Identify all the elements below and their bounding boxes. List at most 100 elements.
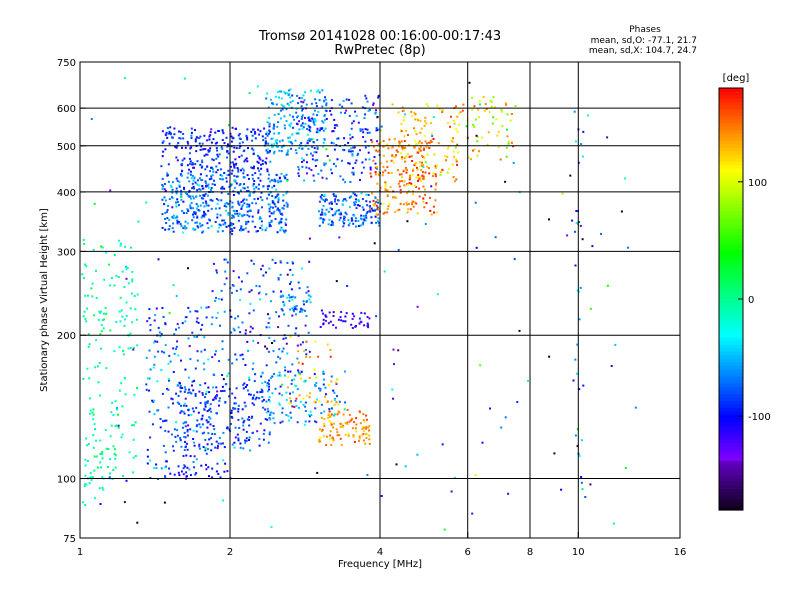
- echo-point: [281, 213, 284, 216]
- echo-point: [335, 124, 338, 127]
- echo-point: [230, 217, 233, 219]
- echo-point: [351, 154, 354, 157]
- echo-point: [266, 134, 269, 137]
- echo-point: [215, 470, 218, 473]
- echo-point: [114, 466, 117, 469]
- echo-point: [82, 501, 84, 504]
- echo-point: [248, 290, 251, 293]
- echo-point: [279, 212, 282, 215]
- echo-point: [330, 201, 333, 204]
- echo-point: [260, 375, 263, 378]
- echo-point: [134, 455, 137, 457]
- echo-point: [266, 185, 269, 188]
- echo-point: [206, 426, 209, 429]
- colorbar-segment: [719, 334, 743, 339]
- echo-point: [177, 326, 180, 329]
- colorbar-segment: [719, 506, 743, 511]
- echo-point: [329, 320, 332, 323]
- x-tick-label: 4: [377, 547, 383, 558]
- echo-point: [305, 153, 308, 156]
- echo-point: [362, 425, 364, 428]
- echo-point: [451, 140, 454, 143]
- echo-point: [302, 397, 305, 400]
- echo-point: [93, 469, 96, 472]
- echo-point: [378, 221, 380, 224]
- colorbar-segment: [719, 323, 743, 328]
- echo-point: [268, 173, 270, 176]
- echo-point: [220, 224, 223, 227]
- echo-point: [175, 201, 178, 204]
- echo-point: [189, 160, 192, 163]
- echo-point: [455, 105, 457, 108]
- echo-point: [167, 205, 170, 207]
- echo-point: [167, 163, 170, 166]
- echo-point: [479, 103, 481, 106]
- echo-point: [239, 354, 242, 357]
- echo-point: [177, 354, 180, 357]
- echo-point: [99, 310, 102, 313]
- echo-point: [411, 160, 414, 162]
- echo-point: [218, 207, 221, 210]
- echo-point: [281, 350, 284, 353]
- echo-point: [199, 402, 202, 404]
- echo-point: [323, 410, 326, 413]
- echo-point: [162, 444, 165, 447]
- colorbar-segment: [719, 383, 743, 388]
- echo-point: [290, 147, 293, 150]
- colorbar-segment: [719, 165, 743, 170]
- echo-point: [159, 418, 162, 420]
- echo-point: [342, 413, 345, 416]
- echo-point: [279, 374, 282, 377]
- echo-point: [323, 195, 326, 198]
- echo-point: [308, 350, 311, 353]
- echo-point: [505, 103, 508, 106]
- echo-point: [375, 127, 378, 130]
- echo-point: [169, 360, 172, 363]
- echo-point: [175, 205, 178, 208]
- echo-point: [187, 414, 190, 417]
- echo-point: [88, 343, 91, 346]
- echo-point: [380, 495, 383, 497]
- echo-point: [298, 147, 301, 150]
- colorbar-segment: [719, 130, 743, 135]
- echo-point: [634, 406, 637, 409]
- echo-point: [432, 172, 435, 175]
- colorbar-segment: [719, 355, 743, 360]
- chart-title: Tromsø 20141028 00:16:00-00:17:43: [258, 29, 501, 44]
- echo-point: [418, 147, 421, 150]
- echo-point: [384, 188, 387, 191]
- echo-point: [220, 298, 223, 301]
- echo-point: [441, 443, 444, 446]
- echo-point: [199, 194, 202, 197]
- echo-point: [301, 308, 304, 311]
- echo-point: [193, 455, 196, 458]
- echo-point: [251, 128, 254, 131]
- echo-point: [279, 180, 282, 183]
- echo-point: [192, 166, 195, 169]
- echo-point: [280, 103, 283, 106]
- echo-point: [191, 407, 194, 410]
- echo-point: [383, 270, 386, 273]
- echo-point: [518, 329, 521, 332]
- echo-point: [368, 205, 371, 208]
- echo-point: [316, 114, 319, 117]
- echo-point: [83, 242, 86, 245]
- echo-point: [174, 435, 177, 438]
- echo-point: [376, 213, 379, 216]
- echo-point: [314, 340, 317, 343]
- echo-point: [184, 465, 186, 468]
- echo-point: [305, 291, 308, 294]
- echo-point: [173, 127, 176, 130]
- echo-point: [284, 127, 286, 130]
- echo-point: [308, 167, 311, 170]
- echo-point: [278, 348, 281, 351]
- echo-point: [201, 148, 204, 151]
- echo-point: [88, 377, 91, 380]
- colorbar-segment: [719, 112, 743, 117]
- echo-point: [195, 425, 198, 428]
- echo-point: [378, 207, 380, 210]
- echo-point: [85, 265, 88, 268]
- echo-point: [328, 218, 331, 221]
- echo-point: [252, 339, 255, 342]
- echo-point: [437, 142, 440, 145]
